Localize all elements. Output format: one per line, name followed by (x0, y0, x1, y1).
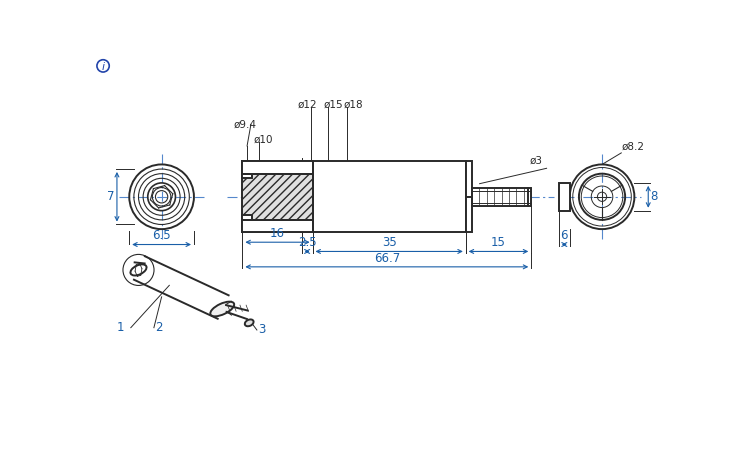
Bar (466, 161, 472, 197)
Bar (466, 197, 472, 232)
Ellipse shape (210, 302, 234, 316)
Bar (472, 187, 531, 206)
Text: 66.7: 66.7 (374, 252, 400, 264)
Bar (242, 220, 313, 232)
Text: ø15: ø15 (324, 100, 344, 110)
Text: 6: 6 (561, 229, 568, 242)
Text: 2: 2 (155, 321, 163, 334)
Text: 3: 3 (258, 323, 266, 336)
Text: 8: 8 (651, 190, 658, 203)
Text: ø10: ø10 (253, 135, 273, 145)
Bar (242, 174, 313, 220)
Text: ø3: ø3 (530, 156, 542, 166)
Text: 6.5: 6.5 (152, 229, 171, 242)
Bar (559, 183, 570, 211)
Bar (242, 174, 252, 178)
Text: 7: 7 (107, 190, 115, 203)
Text: ø12: ø12 (297, 100, 316, 110)
Text: i: i (102, 62, 105, 72)
Bar (242, 215, 252, 220)
Ellipse shape (245, 320, 254, 326)
Bar (242, 161, 313, 174)
Text: 2.5: 2.5 (298, 236, 316, 249)
Text: ø9.4: ø9.4 (233, 119, 256, 129)
Text: 35: 35 (382, 236, 397, 249)
Bar (313, 161, 466, 232)
Text: ø8.2: ø8.2 (622, 142, 645, 152)
Text: 15: 15 (491, 236, 506, 249)
Text: ø18: ø18 (343, 100, 363, 110)
Text: 1: 1 (117, 321, 124, 334)
Text: 16: 16 (270, 227, 285, 240)
